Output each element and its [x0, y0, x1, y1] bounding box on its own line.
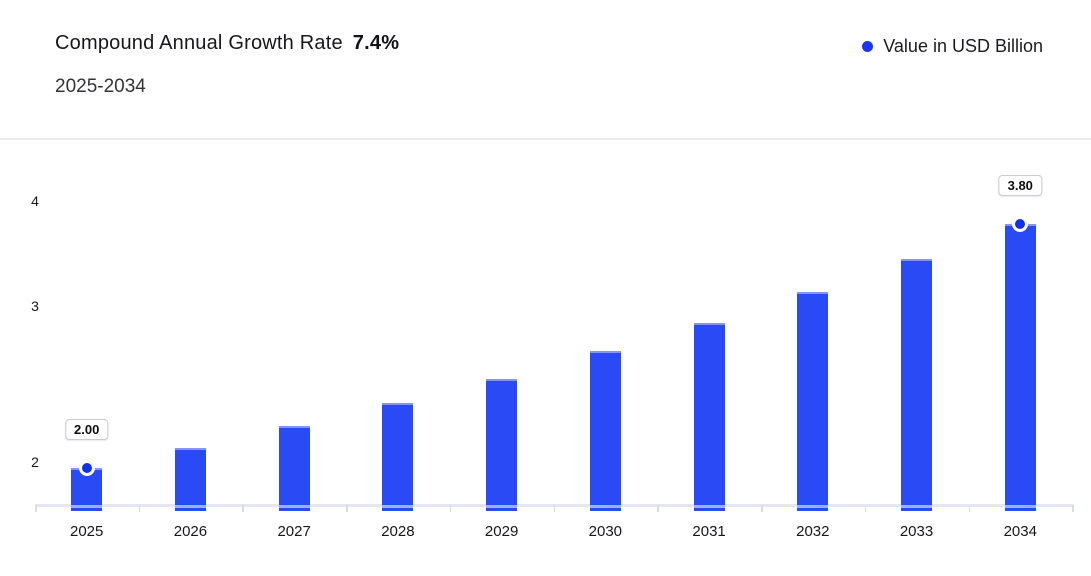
x-axis-label-2034: 2034: [1003, 523, 1037, 540]
bar-bottom-stripe: [1004, 504, 1036, 508]
y-axis-label-4: 4: [31, 193, 39, 209]
data-point-marker-2025[interactable]: [78, 460, 95, 476]
x-axis-tick: [346, 505, 348, 512]
bar-bottom-stripe: [486, 504, 518, 508]
legend-item[interactable]: Value in USD Billion: [862, 36, 1043, 57]
value-badge-2025: 2.00: [65, 419, 109, 440]
bar-bottom-stripe: [797, 504, 829, 508]
bar-2028[interactable]: [382, 402, 414, 511]
chart-title: Compound Annual Growth Rate 7.4%: [55, 32, 399, 55]
x-axis-label-2028: 2028: [381, 523, 415, 540]
bar-bottom-stripe: [901, 504, 933, 508]
x-axis-tick: [761, 505, 763, 512]
x-axis-label-2031: 2031: [692, 523, 726, 540]
x-axis-tick: [553, 505, 556, 512]
bar-2034[interactable]: [1004, 223, 1036, 511]
x-axis-tick: [35, 505, 37, 512]
bar-2026[interactable]: [174, 447, 206, 511]
bar-2030[interactable]: [589, 351, 621, 511]
x-axis-label-2026: 2026: [173, 523, 208, 540]
data-point-marker-2034[interactable]: [1012, 215, 1029, 232]
x-axis-label-2033: 2033: [899, 523, 934, 540]
x-axis-label-2030: 2030: [588, 523, 623, 540]
chart-subtitle: 2025-2034: [55, 76, 146, 97]
bar-2029[interactable]: [486, 378, 518, 511]
legend-label: Value in USD Billion: [883, 36, 1043, 56]
bar-2032[interactable]: [797, 291, 829, 511]
y-axis-label-2: 2: [31, 454, 39, 470]
x-axis-tick: [138, 505, 141, 512]
x-axis-label-2029: 2029: [484, 523, 519, 540]
x-axis-label-2025: 2025: [70, 523, 104, 540]
bar-bottom-stripe: [382, 504, 414, 508]
x-axis-tick: [968, 505, 971, 512]
chart-title-text: Compound Annual Growth Rate: [55, 32, 343, 54]
x-axis-tick: [242, 505, 244, 512]
bar-bottom-stripe: [174, 504, 206, 508]
bar-bottom-stripe: [71, 505, 103, 508]
bar-2031[interactable]: [693, 322, 725, 511]
x-axis-tick: [657, 505, 659, 512]
x-axis-tick: [1072, 505, 1074, 512]
bar-bottom-stripe: [278, 504, 310, 508]
legend-dot-icon: [862, 41, 874, 52]
bar-2033[interactable]: [901, 259, 933, 511]
cagr-value: 7.4%: [352, 32, 400, 54]
value-badge-2034: 3.80: [998, 174, 1042, 196]
bar-bottom-stripe: [693, 504, 725, 508]
x-axis-label-2032: 2032: [796, 523, 830, 540]
chart-header: Compound Annual Growth Rate 7.4% 2025-203…: [55, 32, 399, 98]
x-axis-label-2027: 2027: [277, 523, 311, 540]
x-axis-tick: [449, 505, 452, 512]
y-axis-label-3: 3: [31, 298, 39, 314]
header-divider: [0, 138, 1091, 140]
x-axis-tick: [864, 505, 867, 512]
bar-2027[interactable]: [278, 425, 310, 511]
bar-bottom-stripe: [589, 504, 621, 508]
